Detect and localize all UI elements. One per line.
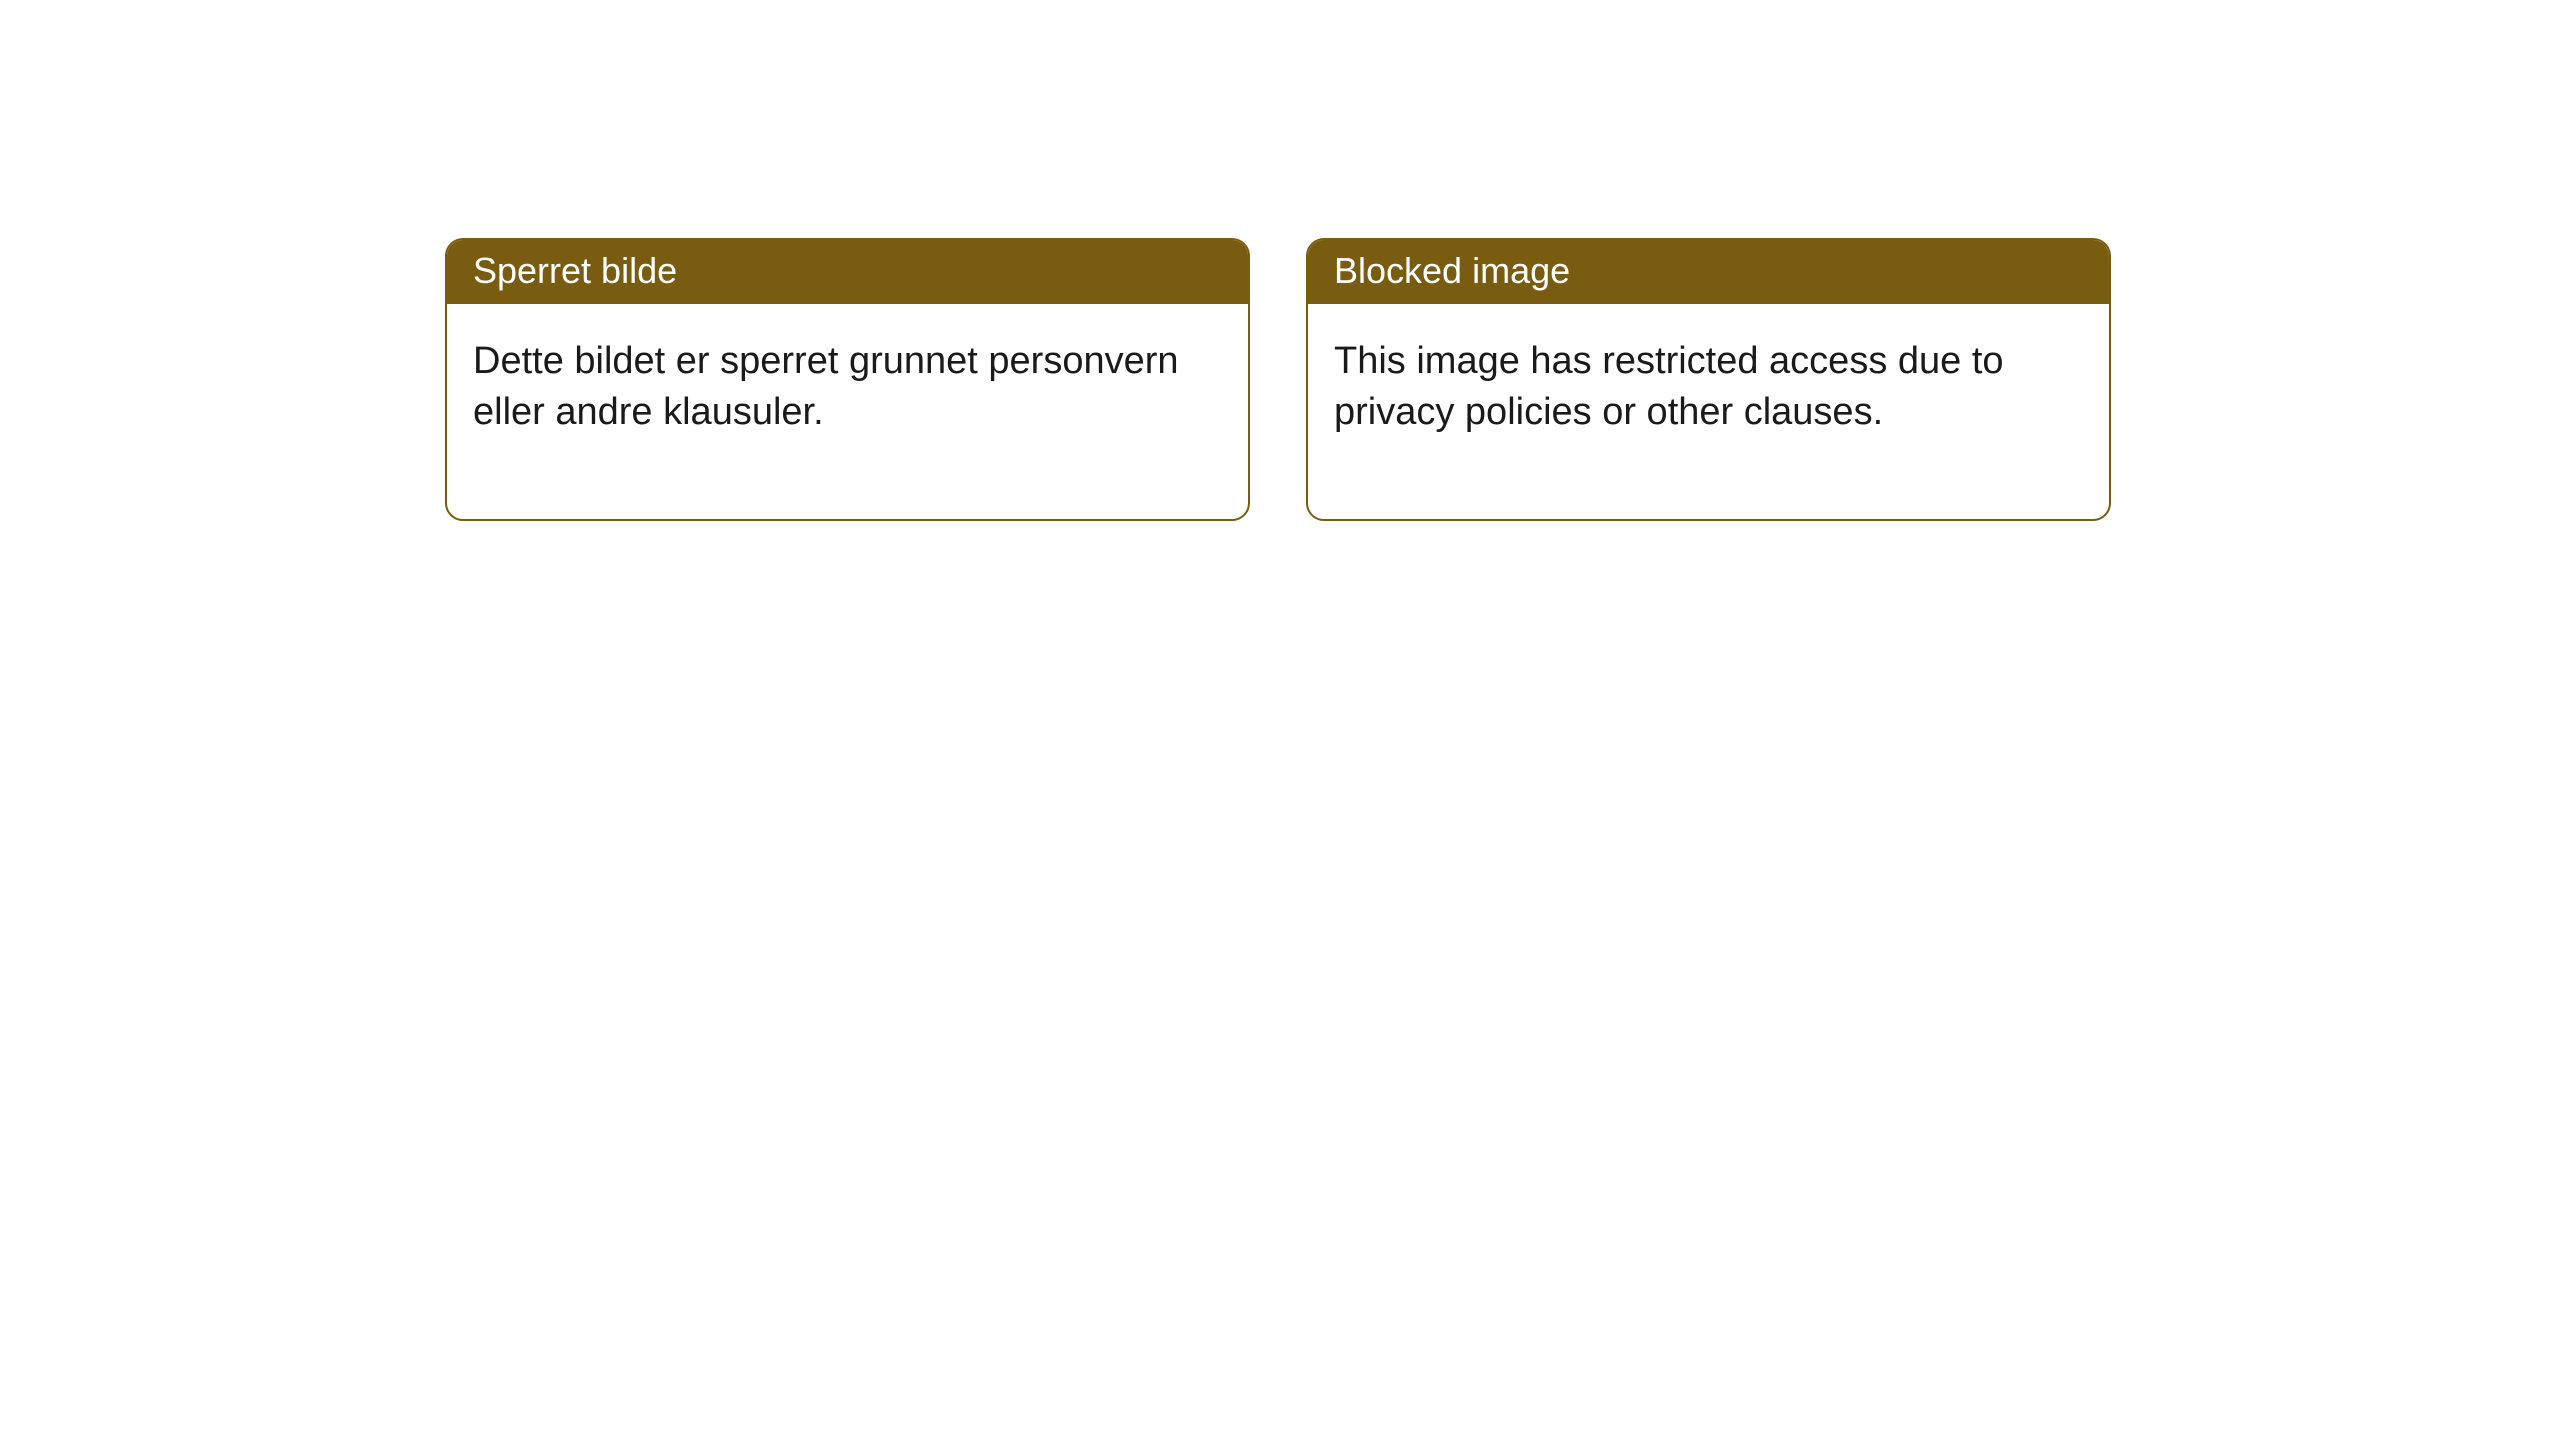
notice-card-body-no: Dette bildet er sperret grunnet personve… — [447, 304, 1248, 519]
notice-card-body-en: This image has restricted access due to … — [1308, 304, 2109, 519]
notice-card-no: Sperret bilde Dette bildet er sperret gr… — [445, 238, 1250, 521]
notice-card-en: Blocked image This image has restricted … — [1306, 238, 2111, 521]
notice-card-title-en: Blocked image — [1308, 240, 2109, 304]
notice-container: Sperret bilde Dette bildet er sperret gr… — [0, 0, 2560, 521]
notice-card-title-no: Sperret bilde — [447, 240, 1248, 304]
